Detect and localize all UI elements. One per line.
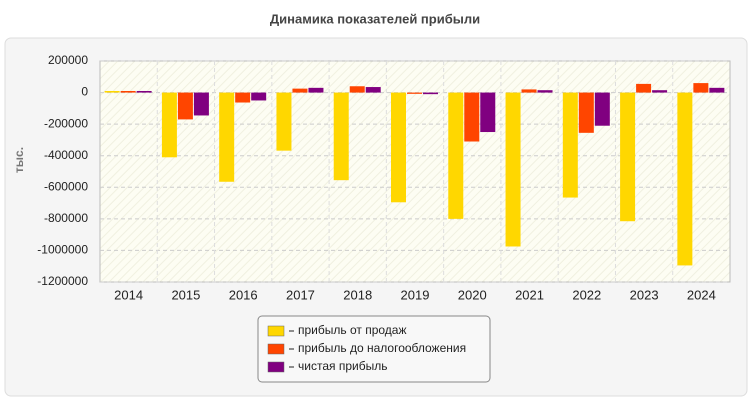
bar [594, 92, 610, 126]
chart-title: Динамика показателей прибыли [270, 11, 480, 26]
bar [636, 83, 652, 93]
bar [407, 92, 422, 94]
bar [219, 92, 235, 182]
bar [104, 90, 120, 93]
bar [464, 92, 480, 142]
bar [193, 92, 209, 116]
y-tick-label: 200000 [48, 53, 88, 67]
legend-swatch [267, 325, 285, 337]
x-tick-label: 2017 [286, 287, 315, 302]
x-tick-label: 2023 [630, 287, 659, 302]
bar [505, 92, 521, 247]
x-tick-label: 2014 [114, 287, 143, 302]
legend-swatch [267, 343, 285, 355]
x-tick-label: 2016 [229, 287, 258, 302]
legend-label: прибыль до налогообложения [298, 341, 466, 355]
x-tick-label: 2021 [515, 287, 544, 302]
bar [276, 92, 292, 151]
bar [251, 92, 267, 101]
bar [365, 87, 381, 93]
y-axis-label: тыс. [12, 147, 26, 173]
bar [161, 92, 177, 158]
x-tick-label: 2019 [401, 287, 430, 302]
y-tick-label: -600000 [44, 179, 88, 193]
legend [257, 315, 491, 383]
bar [562, 92, 578, 198]
y-tick-label: -1200000 [37, 274, 88, 288]
x-tick-label: 2022 [572, 287, 601, 302]
legend-swatch [267, 361, 285, 373]
bar [448, 92, 464, 219]
bar [391, 92, 406, 203]
bar [120, 90, 136, 93]
x-tick-label: 2018 [343, 287, 372, 302]
bar [521, 89, 537, 93]
bar [677, 92, 693, 266]
bar [693, 83, 709, 93]
legend-label: прибыль от продаж [298, 323, 407, 337]
x-tick-label: 2024 [687, 287, 716, 302]
bar [620, 92, 636, 222]
y-tick-label: -800000 [44, 211, 88, 225]
bar [136, 90, 152, 93]
y-tick-label: 0 [81, 85, 88, 99]
y-tick-label: -1000000 [37, 243, 88, 257]
bar [292, 88, 308, 93]
y-tick-label: -400000 [44, 148, 88, 162]
bar [308, 87, 324, 93]
bar [349, 86, 365, 93]
bar [333, 92, 349, 181]
bar [480, 92, 496, 133]
y-tick-label: -200000 [44, 116, 88, 130]
bar [423, 92, 438, 95]
bar [709, 87, 725, 93]
bar [177, 92, 193, 120]
bar [578, 92, 594, 133]
bar [652, 90, 668, 93]
bar [537, 90, 553, 93]
legend-label: чистая прибыль [298, 359, 387, 373]
bar [235, 92, 251, 103]
x-tick-label: 2015 [171, 287, 200, 302]
x-tick-label: 2020 [458, 287, 487, 302]
